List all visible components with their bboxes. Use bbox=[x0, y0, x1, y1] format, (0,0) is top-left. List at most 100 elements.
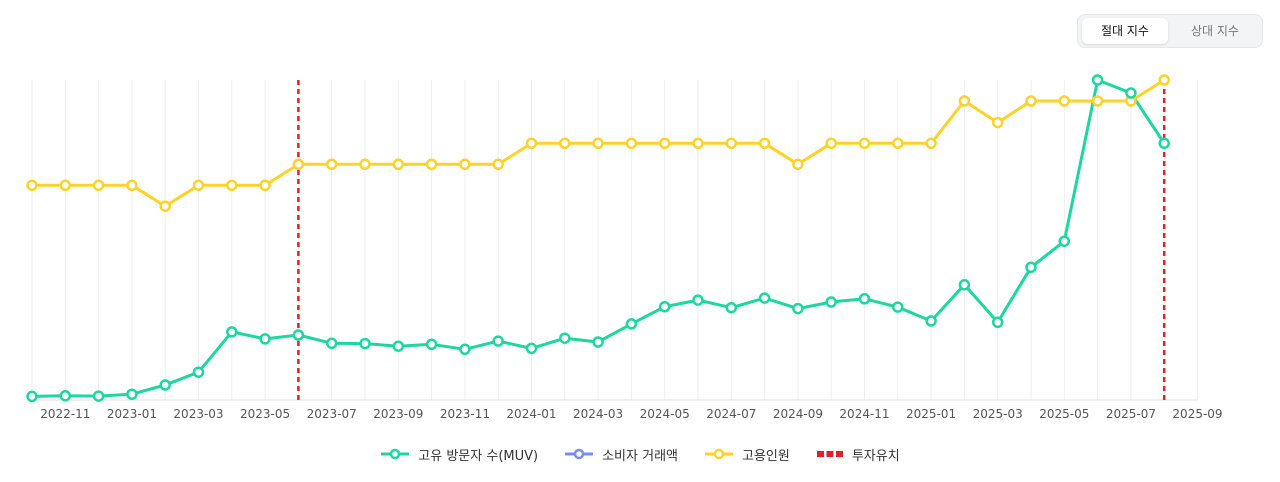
point-muv-2023-08[interactable] bbox=[359, 337, 371, 350]
point-muv-2023-04[interactable] bbox=[226, 326, 238, 338]
point-employees-2024-06[interactable] bbox=[692, 137, 704, 150]
chart-legend: 고유 방문자 수(MUV) 소비자 거래액 고용인원 투자유치 bbox=[0, 443, 1280, 465]
x-tick-2023-09: 2023-09 bbox=[373, 407, 423, 421]
series-points bbox=[26, 74, 1170, 403]
absolute-index-tab[interactable]: 절대 지수 bbox=[1082, 18, 1168, 44]
point-employees-2024-12[interactable] bbox=[892, 137, 904, 150]
point-employees-2023-07[interactable] bbox=[325, 158, 338, 171]
x-tick-2024-09: 2024-09 bbox=[773, 407, 823, 421]
x-tick-2023-03: 2023-03 bbox=[173, 407, 223, 421]
point-muv-2023-09[interactable] bbox=[392, 340, 405, 352]
point-employees-2023-03[interactable] bbox=[192, 179, 205, 192]
point-employees-2025-03[interactable] bbox=[991, 116, 1004, 129]
point-employees-2023-08[interactable] bbox=[359, 158, 371, 171]
point-muv-2023-06[interactable] bbox=[292, 329, 305, 341]
x-tick-2024-01: 2024-01 bbox=[506, 407, 556, 421]
legend-muv-icon bbox=[381, 448, 410, 460]
x-tick-2025-07: 2025-07 bbox=[1106, 407, 1156, 421]
point-muv-2024-10[interactable] bbox=[825, 296, 837, 308]
point-muv-2024-01[interactable] bbox=[525, 342, 538, 355]
legend-item-investment[interactable]: 투자유치 bbox=[816, 445, 900, 464]
point-employees-2023-05[interactable] bbox=[259, 179, 271, 192]
x-tick-2024-11: 2024-11 bbox=[839, 407, 889, 421]
point-employees-2024-05[interactable] bbox=[658, 137, 671, 150]
point-muv-2022-10[interactable] bbox=[26, 390, 38, 403]
legend-employees-icon bbox=[705, 448, 733, 460]
legend-item-transactions[interactable]: 소비자 거래액 bbox=[564, 445, 678, 464]
point-muv-2023-11[interactable] bbox=[459, 343, 471, 356]
point-muv-2024-04[interactable] bbox=[625, 318, 638, 330]
x-tick-2022-11: 2022-11 bbox=[40, 407, 90, 421]
point-employees-2024-09[interactable] bbox=[792, 158, 804, 171]
point-employees-2022-12[interactable] bbox=[92, 179, 105, 192]
point-employees-2023-06[interactable] bbox=[292, 158, 305, 171]
point-muv-2025-01[interactable] bbox=[925, 315, 937, 327]
point-muv-2025-07[interactable] bbox=[1125, 87, 1137, 99]
x-tick-2025-01: 2025-01 bbox=[906, 407, 956, 421]
legend-item-muv[interactable]: 고유 방문자 수(MUV) bbox=[380, 445, 538, 464]
point-muv-2025-02[interactable] bbox=[958, 279, 971, 291]
point-muv-2022-11[interactable] bbox=[59, 390, 72, 402]
point-muv-2023-03[interactable] bbox=[192, 366, 205, 378]
point-muv-2024-03[interactable] bbox=[592, 336, 604, 348]
legend-label-muv: 고유 방문자 수(MUV) bbox=[418, 448, 539, 464]
point-employees-2023-11[interactable] bbox=[459, 158, 471, 171]
point-muv-2025-05[interactable] bbox=[1058, 235, 1071, 247]
point-employees-2024-02[interactable] bbox=[559, 137, 571, 150]
point-muv-2023-01[interactable] bbox=[126, 388, 138, 400]
point-muv-2023-07[interactable] bbox=[325, 337, 338, 350]
point-muv-2022-12[interactable] bbox=[92, 390, 105, 402]
point-muv-2024-05[interactable] bbox=[658, 300, 671, 313]
point-employees-2025-08[interactable] bbox=[1158, 74, 1170, 86]
point-muv-2025-03[interactable] bbox=[991, 316, 1004, 329]
point-employees-2024-11[interactable] bbox=[858, 137, 871, 150]
legend-label-transactions: 소비자 거래액 bbox=[602, 448, 678, 464]
point-employees-2023-12[interactable] bbox=[492, 158, 504, 171]
point-employees-2023-10[interactable] bbox=[425, 158, 438, 171]
point-muv-2024-11[interactable] bbox=[858, 293, 871, 305]
point-employees-2023-04[interactable] bbox=[226, 179, 238, 192]
point-employees-2025-02[interactable] bbox=[958, 95, 971, 107]
x-tick-2024-07: 2024-07 bbox=[706, 407, 756, 421]
relative-index-tab[interactable]: 상대 지수 bbox=[1191, 24, 1239, 38]
x-tick-2024-03: 2024-03 bbox=[573, 407, 623, 421]
point-muv-2023-02[interactable] bbox=[159, 379, 171, 391]
point-employees-2024-01[interactable] bbox=[525, 137, 538, 150]
point-employees-2023-02[interactable] bbox=[159, 200, 171, 212]
point-employees-2024-04[interactable] bbox=[625, 137, 638, 150]
x-tick-2024-05: 2024-05 bbox=[640, 407, 690, 421]
line-chart: 2022-11 2023-01 2023-03 2023-05 2023-07 2023-… bbox=[26, 74, 1223, 421]
legend-item-employees[interactable]: 고용인원 bbox=[704, 445, 790, 464]
legend-investment-icon bbox=[816, 451, 843, 457]
point-employees-2023-09[interactable] bbox=[392, 158, 405, 171]
x-tick-2023-11: 2023-11 bbox=[440, 407, 490, 421]
point-muv-2025-04[interactable] bbox=[1025, 261, 1037, 274]
point-muv-2024-07[interactable] bbox=[725, 301, 738, 314]
legend-label-investment: 투자유치 bbox=[851, 448, 900, 464]
point-employees-2025-05[interactable] bbox=[1058, 95, 1071, 107]
x-tick-2023-07: 2023-07 bbox=[307, 407, 357, 421]
index-mode-toggle: 절대 지수 상대 지수 bbox=[1077, 14, 1263, 48]
point-muv-2023-05[interactable] bbox=[259, 333, 271, 345]
point-muv-2024-09[interactable] bbox=[792, 302, 804, 315]
point-muv-2024-08[interactable] bbox=[758, 292, 771, 304]
point-employees-2022-11[interactable] bbox=[59, 179, 72, 192]
point-employees-2024-08[interactable] bbox=[758, 137, 771, 150]
point-muv-2023-10[interactable] bbox=[425, 338, 438, 351]
point-muv-2024-02[interactable] bbox=[559, 332, 571, 344]
legend-label-employees: 고용인원 bbox=[742, 448, 790, 464]
x-tick-2025-05: 2025-05 bbox=[1039, 407, 1089, 421]
point-employees-2025-04[interactable] bbox=[1025, 95, 1037, 107]
point-employees-2025-06[interactable] bbox=[1091, 95, 1104, 107]
point-muv-2024-12[interactable] bbox=[892, 301, 904, 313]
point-muv-2023-12[interactable] bbox=[492, 335, 504, 347]
point-employees-2023-01[interactable] bbox=[126, 179, 138, 192]
point-muv-2024-06[interactable] bbox=[692, 294, 704, 306]
point-employees-2022-10[interactable] bbox=[26, 179, 38, 192]
point-employees-2024-07[interactable] bbox=[725, 137, 738, 150]
point-employees-2024-03[interactable] bbox=[592, 137, 604, 150]
point-muv-2025-08[interactable] bbox=[1158, 137, 1170, 150]
point-muv-2025-06[interactable] bbox=[1091, 74, 1104, 86]
point-employees-2024-10[interactable] bbox=[825, 137, 837, 150]
point-employees-2025-01[interactable] bbox=[925, 137, 937, 150]
